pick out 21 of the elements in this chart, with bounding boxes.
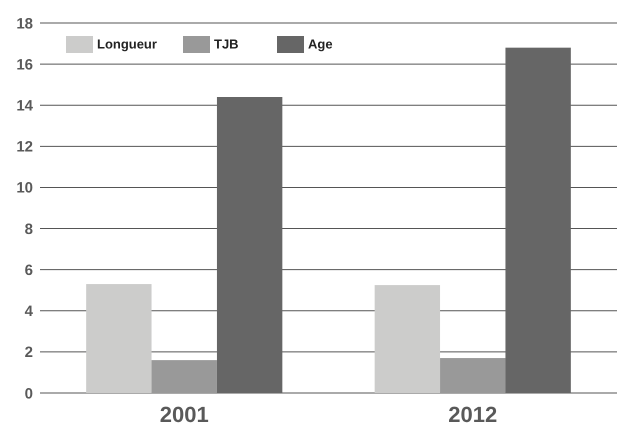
bar [152, 360, 217, 393]
y-tick-label: 4 [24, 303, 34, 320]
y-tick-label: 8 [24, 220, 33, 238]
y-tick-label: 18 [16, 15, 33, 32]
y-tick-label: 0 [24, 385, 33, 402]
x-tick-label: 2001 [160, 402, 209, 427]
bar [505, 48, 571, 393]
legend-label: Longueur [97, 36, 157, 52]
y-tick-label: 6 [24, 262, 33, 279]
bar [86, 284, 152, 393]
bar [216, 97, 282, 393]
bar [440, 358, 506, 393]
legend-label: TJB [214, 36, 239, 52]
y-tick-label: 16 [16, 56, 33, 74]
y-tick-label: 12 [16, 138, 33, 156]
x-tick-label: 2012 [448, 402, 498, 427]
y-tick-label: 10 [16, 180, 33, 197]
y-tick-label: 2 [24, 344, 33, 362]
y-tick-label: 14 [16, 97, 34, 114]
bar [374, 285, 440, 393]
legend-label: Age [308, 36, 333, 52]
